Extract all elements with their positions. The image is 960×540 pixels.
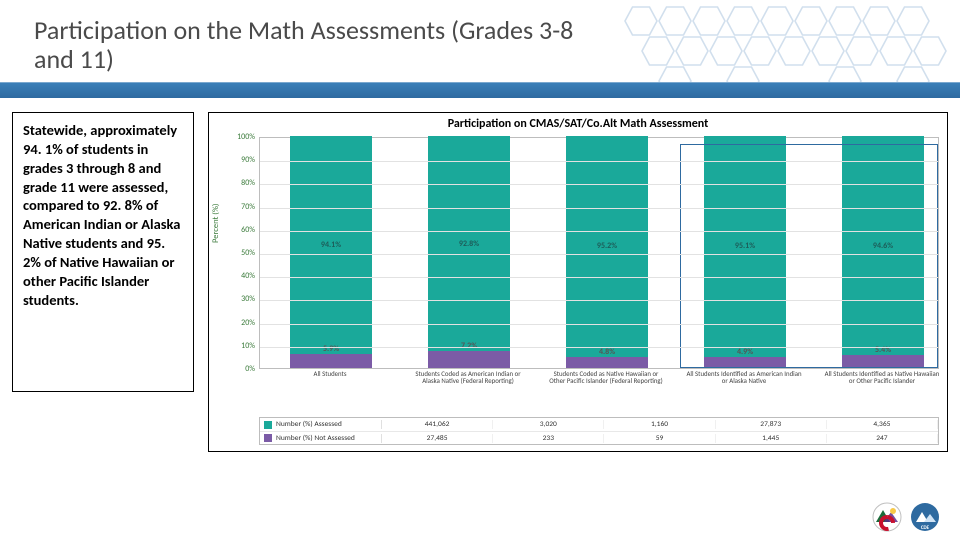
grid-line <box>260 347 938 348</box>
y-tick: 40% <box>241 271 255 281</box>
legend-table: Number (%) Assessed 441,0623,0201,16027,8… <box>259 417 939 445</box>
legend-value: 441,062 <box>382 420 493 429</box>
grid-line <box>260 277 938 278</box>
legend-value: 4,365 <box>827 420 938 429</box>
y-tick: 70% <box>241 202 255 212</box>
bar-group: 95.2% 4.8% <box>566 138 648 368</box>
y-tick: 100% <box>237 132 255 142</box>
plot-wrap: 94.1% 5.9% 92.8% 7.2% 95.2% 4.8% 95.1% 4.9% 94.6… <box>259 137 939 397</box>
slide-root: Participation on the Math Assessments (G… <box>0 0 960 540</box>
bar-segment-not-assessed: 4.8% <box>566 357 648 368</box>
grid-line <box>260 231 938 232</box>
legend-value: 3,020 <box>493 420 604 429</box>
legend-header: Number (%) Not Assessed <box>260 434 382 443</box>
legend-value: 27,485 <box>382 434 493 443</box>
legend-value: 59 <box>604 434 715 443</box>
y-tick: 60% <box>241 225 255 235</box>
grid-line <box>260 324 938 325</box>
y-tick: 80% <box>241 178 255 188</box>
bar-label: 4.8% <box>566 347 648 357</box>
colorado-logo-icon <box>872 502 902 532</box>
bar-group: 94.1% 5.9% <box>290 138 372 368</box>
y-tick: 50% <box>241 248 255 258</box>
bar-segment-not-assessed: 5.9% <box>290 354 372 368</box>
legend-value: 1,160 <box>604 420 715 429</box>
y-tick: 90% <box>241 155 255 165</box>
grid-line <box>260 300 938 301</box>
legend-header: Number (%) Assessed <box>260 420 382 429</box>
header-accent-band <box>0 82 960 98</box>
legend-value: 233 <box>493 434 604 443</box>
x-category-label: Students Coded as American Indian or Ala… <box>407 371 529 386</box>
bar-segment-not-assessed: 5.4% <box>842 355 924 368</box>
plot-area: 94.1% 5.9% 92.8% 7.2% 95.2% 4.8% 95.1% 4.9% 94.6… <box>259 137 939 369</box>
legend-row: Number (%) Assessed 441,0623,0201,16027,8… <box>260 418 938 431</box>
legend-swatch-icon <box>264 421 272 429</box>
legend-row: Number (%) Not Assessed 27,485233591,4452… <box>260 431 938 444</box>
bar-segment-assessed: 94.6% <box>842 136 924 355</box>
summary-text-box: Statewide, approximately 94. 1% of stude… <box>12 112 194 392</box>
bar-label: 95.1% <box>704 241 786 251</box>
bar-segment-assessed: 94.1% <box>290 136 372 354</box>
legend-value: 1,445 <box>716 434 827 443</box>
summary-text: Statewide, approximately 94. 1% of stude… <box>23 121 180 309</box>
bars-container: 94.1% 5.9% 92.8% 7.2% 95.2% 4.8% 95.1% 4.9% 94.6… <box>260 138 938 368</box>
grid-line <box>260 208 938 209</box>
bar-segment-not-assessed: 4.9% <box>704 357 786 368</box>
bar-label: 94.1% <box>290 240 372 250</box>
bar-group: 92.8% 7.2% <box>428 138 510 368</box>
bar-group: 94.6% 5.4% <box>842 138 924 368</box>
cde-logo-icon: CDE <box>910 502 940 532</box>
bar-segment-not-assessed: 7.2% <box>428 351 510 368</box>
y-tick: 20% <box>241 318 255 328</box>
grid-line <box>260 184 938 185</box>
bar-group: 95.1% 4.9% <box>704 138 786 368</box>
footer-logos: CDE <box>872 502 940 532</box>
participation-chart: Participation on CMAS/SAT/Co.Alt Math As… <box>208 112 948 452</box>
legend-value: 27,873 <box>716 420 827 429</box>
y-axis-label: Percent (%) <box>211 204 221 244</box>
legend-label: Number (%) Not Assessed <box>276 434 355 443</box>
bar-label: 95.2% <box>566 241 648 251</box>
x-category-label: All Students <box>269 371 391 378</box>
bar-label: 4.9% <box>704 347 786 357</box>
y-tick: 0% <box>245 364 255 374</box>
legend-label: Number (%) Assessed <box>276 420 342 429</box>
x-category-label: Students Coded as Native Hawaiian or Oth… <box>545 371 667 386</box>
legend-swatch-icon <box>264 434 272 442</box>
bar-segment-assessed: 92.8% <box>428 136 510 351</box>
legend-value: 247 <box>827 434 938 443</box>
y-tick: 10% <box>241 341 255 351</box>
svg-text:CDE: CDE <box>921 525 930 531</box>
chart-title: Participation on CMAS/SAT/Co.Alt Math As… <box>209 117 947 131</box>
bar-label: 92.8% <box>428 239 510 249</box>
y-tick: 30% <box>241 294 255 304</box>
grid-line <box>260 161 938 162</box>
x-category-label: All Students Identified as American Indi… <box>683 371 805 386</box>
bar-label: 94.6% <box>842 241 924 251</box>
x-category-label: All Students Identified as Native Hawaii… <box>821 371 943 386</box>
page-title: Participation on the Math Assessments (G… <box>34 16 594 73</box>
grid-line <box>260 254 938 255</box>
